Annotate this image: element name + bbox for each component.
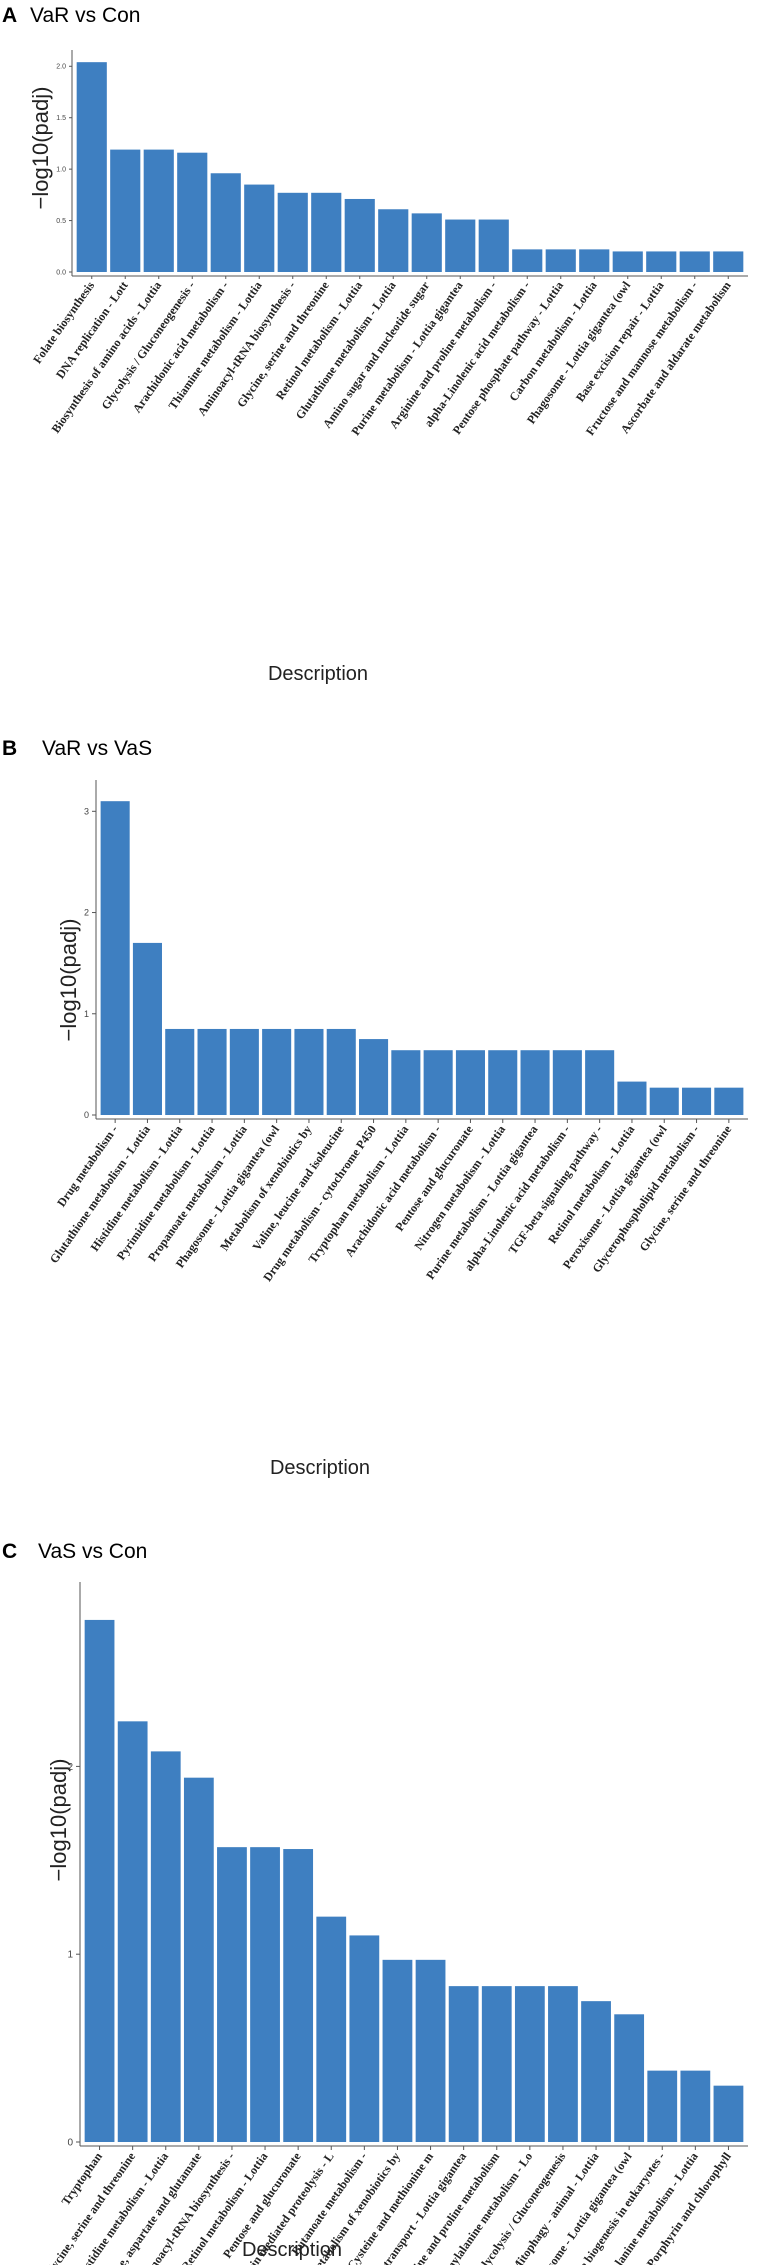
panel-label-b: B — [2, 737, 17, 760]
bar — [713, 2085, 744, 2142]
bar — [84, 1619, 115, 2142]
bar — [110, 149, 141, 272]
y-tick-label: 3 — [84, 806, 89, 816]
bar — [512, 249, 543, 272]
panel-title-a: VaR vs Con — [30, 4, 141, 27]
bar — [649, 1087, 679, 1115]
bar — [391, 1050, 421, 1115]
bar — [344, 198, 375, 272]
category-label: Folate biosynthesis — [30, 278, 97, 366]
bar — [210, 173, 241, 272]
bar — [614, 2014, 645, 2142]
bar-series-b — [100, 801, 744, 1115]
bar — [448, 1986, 479, 2142]
bar — [478, 219, 509, 272]
x-axis-title-c: Description — [242, 2239, 342, 2261]
bar — [514, 1986, 545, 2142]
y-tick-label: 1.5 — [56, 115, 66, 122]
y-axis-title-a: −log10(padj) — [28, 87, 53, 210]
bar — [244, 184, 275, 272]
bar — [326, 1028, 356, 1115]
bar — [150, 1751, 181, 2142]
bar — [714, 1087, 744, 1115]
bar — [382, 1959, 413, 2142]
bar — [229, 1028, 259, 1115]
y-tick-label: 1 — [84, 1009, 89, 1019]
panel-label-c: C — [2, 1540, 17, 1563]
panel-label-a: A — [2, 4, 17, 27]
panel-title-c: VaS vs Con — [38, 1540, 147, 1563]
bar — [520, 1050, 550, 1115]
y-tick-label: 0 — [67, 2138, 73, 2149]
y-tick-label: 0 — [84, 1110, 89, 1120]
y-axis-b: 0 1 2 3 — [84, 806, 96, 1120]
bar — [359, 1039, 389, 1115]
bar — [100, 801, 130, 1115]
bar — [76, 62, 107, 272]
bar — [217, 1847, 247, 2142]
panel-c: C VaS vs Con −log10(padj) Description 0 1… — [2, 1540, 748, 2265]
bar — [545, 249, 576, 272]
bar — [294, 1028, 324, 1115]
bar — [165, 1028, 195, 1115]
panel-b: B VaR vs VaS −log10(padj) Description 0 1… — [2, 737, 748, 1479]
bar — [415, 1959, 446, 2142]
bar — [262, 1028, 292, 1115]
bar — [143, 149, 174, 272]
bar — [488, 1050, 518, 1115]
bar — [283, 1849, 314, 2142]
bar — [197, 1028, 227, 1115]
bar-series-c — [84, 1619, 744, 2142]
bar — [349, 1935, 380, 2142]
panel-title-b: VaR vs VaS — [42, 737, 152, 760]
bar — [277, 192, 308, 272]
bar — [617, 1081, 647, 1115]
bar — [646, 251, 677, 272]
bar — [455, 1050, 485, 1115]
bar — [177, 152, 208, 272]
y-tick-label: 0.0 — [56, 269, 66, 276]
y-axis-a: 0.0 0.5 1.0 1.5 2.0 — [56, 64, 72, 276]
bar — [132, 942, 162, 1115]
panel-a: A VaR vs Con −log10(padj) Description 0.… — [2, 4, 748, 685]
bar — [250, 1847, 280, 2142]
bar — [183, 1777, 214, 2142]
y-tick-label: 1 — [67, 1950, 73, 1961]
bar — [647, 2070, 678, 2142]
y-axis-c: 0 1 2 — [67, 1762, 80, 2149]
bar — [552, 1050, 582, 1115]
y-tick-label: 2 — [84, 908, 89, 918]
bar — [316, 1916, 347, 2142]
y-tick-label: 1.0 — [56, 167, 66, 174]
x-axis-title-b: Description — [270, 1457, 370, 1479]
bar — [585, 1050, 615, 1115]
y-tick-label: 2.0 — [56, 64, 66, 71]
bar — [445, 219, 476, 272]
bar — [713, 251, 744, 272]
y-axis-title-b: −log10(padj) — [56, 919, 81, 1042]
bar — [548, 1986, 578, 2142]
bar — [579, 249, 610, 272]
bar — [679, 251, 710, 272]
bar — [481, 1986, 512, 2142]
bar-series-a — [76, 62, 744, 272]
bar — [680, 2070, 711, 2142]
y-tick-label: 0.5 — [56, 218, 66, 225]
bar — [117, 1721, 148, 2142]
bar — [411, 213, 442, 272]
bar — [311, 192, 342, 272]
bar — [423, 1050, 453, 1115]
bar — [682, 1087, 712, 1115]
y-axis-title-c: −log10(padj) — [46, 1759, 71, 1882]
bar — [612, 251, 643, 272]
bar — [378, 209, 409, 272]
bar — [581, 2001, 611, 2142]
x-axis-title-a: Description — [268, 663, 368, 685]
y-tick-label: 2 — [67, 1762, 73, 1773]
category-labels-b: Drug metabolism -Glutathione metabolism … — [47, 1119, 735, 1284]
